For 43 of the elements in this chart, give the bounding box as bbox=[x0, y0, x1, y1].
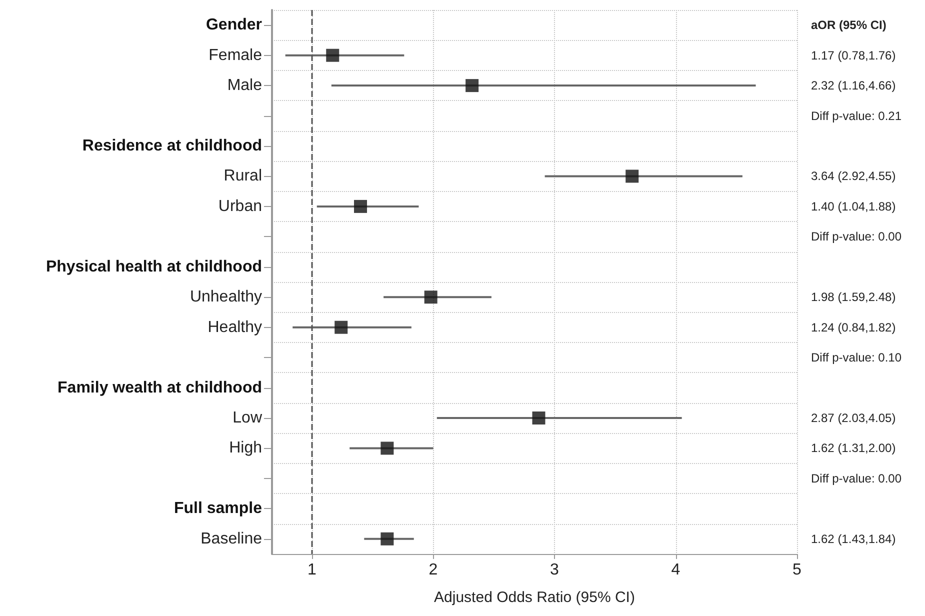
y-tick-label: Baseline bbox=[200, 530, 262, 548]
y-tick-label: Healthy bbox=[208, 318, 262, 336]
data-label: 1.62 (1.31,2.00) bbox=[811, 441, 896, 456]
y-tick-label: Male bbox=[227, 77, 262, 94]
data-label: 1.40 (1.04,1.88) bbox=[811, 199, 896, 214]
y-tick-label: High bbox=[229, 440, 262, 457]
x-axis-title: Adjusted Odds Ratio (95% CI) bbox=[434, 589, 635, 606]
data-label: 2.87 (2.03,4.05) bbox=[811, 411, 896, 425]
text: Diff p-value: 0.00 bbox=[811, 230, 902, 244]
data-label: 1.24 (0.84,1.82) bbox=[811, 320, 896, 334]
text: Diff p-value: 0.10 bbox=[811, 350, 902, 365]
x-tick-label: 3 bbox=[550, 562, 560, 578]
y-tick-label: Residence at childhood bbox=[82, 138, 262, 154]
x-tick-label: 4 bbox=[671, 562, 680, 578]
x-tick-label: 2 bbox=[428, 562, 438, 578]
data-label: 1.98 (1.59,2.48) bbox=[811, 290, 896, 304]
data-label: 2.32 (1.16,4.66) bbox=[811, 78, 896, 93]
point bbox=[334, 320, 348, 334]
point bbox=[626, 170, 639, 183]
text: Diff p-value: 0.00 bbox=[811, 471, 902, 486]
y-tick-label: Urban bbox=[218, 198, 262, 215]
y-tick-label: Low bbox=[232, 410, 262, 426]
y-tick-label: Full sample bbox=[174, 500, 262, 518]
data-label: 1.17 (0.78,1.76) bbox=[811, 48, 896, 62]
point bbox=[380, 532, 394, 546]
point bbox=[380, 442, 394, 455]
data-label: 3.64 (2.92,4.55) bbox=[811, 169, 896, 184]
point bbox=[326, 48, 340, 62]
text: Diff p-value: 0.21 bbox=[811, 108, 902, 123]
y-tick-label: Rural bbox=[224, 168, 262, 185]
point bbox=[466, 79, 479, 92]
y-tick-label: Physical health at childhood bbox=[46, 258, 262, 276]
y-tick-label: Female bbox=[208, 46, 262, 64]
point bbox=[424, 290, 438, 304]
point bbox=[354, 200, 368, 213]
data-label: 1.62 (1.43,1.84) bbox=[811, 532, 896, 546]
x-tick-label: 1 bbox=[308, 562, 317, 578]
y-tick-label: Unhealthy bbox=[190, 288, 262, 306]
point bbox=[532, 412, 546, 424]
y-tick-label: Gender bbox=[206, 16, 262, 34]
x-tick-label: 5 bbox=[792, 562, 802, 578]
y-tick-label: Family wealth at childhood bbox=[58, 379, 262, 396]
text: aOR (95% CI) bbox=[811, 18, 886, 32]
